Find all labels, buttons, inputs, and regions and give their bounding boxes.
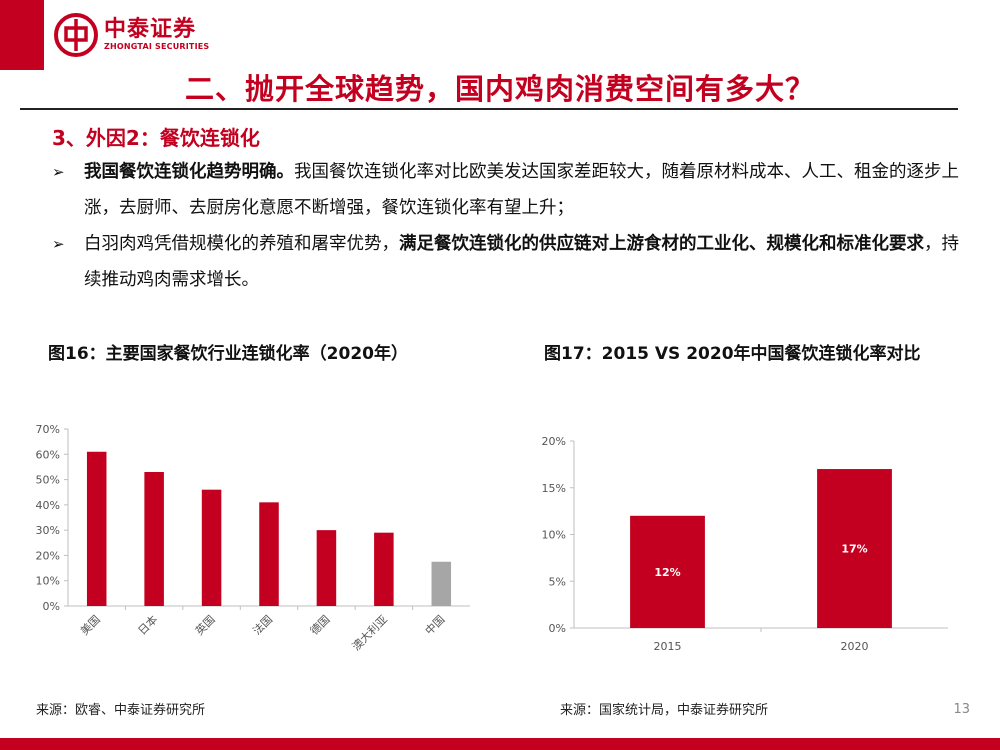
company-logo: 中泰证券 ZHONGTAI SECURITIES [54, 12, 209, 58]
bar [201, 489, 222, 606]
slide-title: 二、抛开全球趋势，国内鸡肉消费空间有多大？ [184, 72, 815, 106]
chart-17-svg: 0% 5% 10% 15% 20% 12% 2015 17% 2020 [542, 435, 948, 653]
data-label: 17% [841, 543, 867, 556]
arrow-bullet-icon: ➢ [52, 163, 65, 181]
page-number: 13 [953, 702, 970, 717]
x-tick-label: 2015 [654, 640, 682, 653]
bar [259, 502, 279, 606]
logo-name-cn: 中泰证券 [104, 17, 197, 42]
bullet-tail-text: ，持续推动鸡肉需求增长。 [84, 234, 959, 290]
brand-footer-bar [0, 738, 1000, 750]
x-tick-label: 日本 [135, 612, 160, 637]
y-tick-label: 40% [36, 499, 60, 512]
y-tick-label: 50% [36, 474, 60, 487]
x-tick-label: 中国 [423, 613, 448, 638]
chart-chain-rate-by-country: 0% 10% 20% 30% 40% 50% 60% 70% 美国 日本 英国 法国 德国 澳大利亚 中国 [20, 415, 480, 695]
bar [144, 471, 164, 606]
y-tick-label: 15% [542, 482, 566, 495]
bullet-item: ➢ 白羽肉鸡凭借规模化的养殖和屠宰优势，满足餐饮连锁化的供应链对上游食材的工业化… [52, 226, 972, 298]
chart-16-svg: 0% 10% 20% 30% 40% 50% 60% 70% 美国 日本 英国 法国 德国 澳大利亚 中国 [36, 423, 470, 653]
arrow-bullet-icon: ➢ [52, 235, 65, 253]
bullet-bold-text: 满足餐饮连锁化的供应链对上游食材的工业化、规模化和标准化要求 [399, 234, 924, 254]
bullet-text: 我国餐饮连锁化趋势明确。我国餐饮连锁化率对比欧美发达国家差距较大，随着原材料成本… [52, 154, 972, 226]
y-tick-label: 0% [549, 622, 566, 635]
bullet-lead-text: 白羽肉鸡凭借规模化的养殖和屠宰优势， [84, 234, 399, 254]
figure-16-title: 图16：主要国家餐饮行业连锁化率（2020年） [48, 344, 408, 364]
x-tick-label: 英国 [192, 612, 217, 637]
bullet-text: 白羽肉鸡凭借规模化的养殖和屠宰优势，满足餐饮连锁化的供应链对上游食材的工业化、规… [52, 226, 972, 298]
x-tick-label: 2020 [841, 640, 869, 653]
y-tick-label: 5% [549, 575, 566, 588]
bar [431, 561, 452, 606]
figure-16-source: 来源：欧睿、中泰证券研究所 [36, 703, 206, 718]
bar [316, 530, 337, 606]
bullet-body-text: 我国餐饮连锁化率对比欧美发达国家差距较大，随着原材料成本、人工、租金的逐步上涨，… [84, 162, 959, 218]
y-tick-label: 20% [542, 435, 566, 448]
y-tick-label: 30% [36, 524, 60, 537]
bar [817, 469, 892, 628]
y-tick-label: 10% [542, 529, 566, 542]
y-tick-label: 0% [43, 600, 60, 613]
zhongtai-logo-icon [54, 13, 98, 57]
x-tick-label: 澳大利亚 [349, 612, 390, 653]
bar [630, 515, 705, 628]
chart-china-chain-rate-comparison: 0% 5% 10% 15% 20% 12% 2015 17% 2020 [520, 425, 960, 665]
bar [374, 532, 394, 606]
figure-17-title: 图17：2015 VS 2020年中国餐饮连锁化率对比 [544, 344, 921, 364]
x-tick-label: 美国 [78, 613, 103, 638]
bar [86, 451, 107, 606]
x-tick-label: 法国 [250, 612, 275, 637]
logo-name-en: ZHONGTAI SECURITIES [104, 42, 210, 51]
x-tick-label: 德国 [307, 612, 332, 637]
y-tick-label: 60% [36, 448, 60, 461]
section-title: 3、外因2：餐饮连锁化 [52, 126, 260, 150]
y-tick-label: 70% [36, 423, 60, 436]
brand-accent-bar [0, 0, 44, 70]
data-label: 12% [654, 566, 680, 579]
figure-17-source: 来源：国家统计局，中泰证券研究所 [560, 703, 769, 718]
logo-text: 中泰证券 ZHONGTAI SECURITIES [104, 18, 209, 52]
bullet-item: ➢ 我国餐饮连锁化趋势明确。我国餐饮连锁化率对比欧美发达国家差距较大，随着原材料… [52, 154, 972, 226]
y-tick-label: 10% [36, 575, 60, 588]
bullet-bold-text: 我国餐饮连锁化趋势明确。 [84, 162, 294, 182]
y-tick-label: 20% [36, 549, 60, 562]
title-divider [20, 108, 958, 110]
